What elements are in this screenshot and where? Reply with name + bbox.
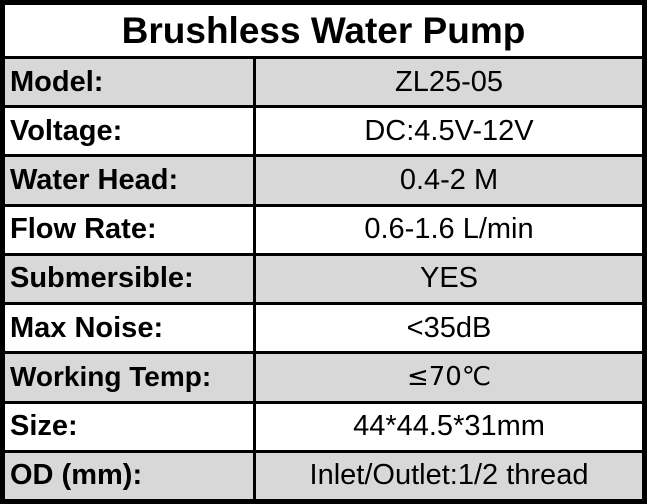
row-value-submersible: YES	[256, 255, 642, 303]
row-label-od: OD (mm):	[5, 452, 253, 499]
table-title: Brushless Water Pump	[5, 5, 642, 56]
row-value-working-temp: ≤70℃	[256, 354, 642, 401]
row-value-od: Inlet/Outlet:1/2 thread	[256, 452, 642, 499]
row-value-voltage: DC:4.5V-12V	[256, 108, 642, 155]
row-value-water-head: 0.4-2 M	[256, 157, 642, 204]
row-value-max-noise: <35dB	[256, 305, 642, 352]
row-label-water-head: Water Head:	[5, 157, 253, 204]
row-value-model: ZL25-05	[256, 59, 642, 106]
row-value-flow-rate: 0.6-1.6 L/min	[256, 206, 642, 253]
row-label-voltage: Voltage:	[5, 108, 253, 155]
row-label-model: Model:	[5, 59, 253, 106]
row-label-submersible: Submersible:	[5, 255, 253, 303]
row-value-size: 44*44.5*31mm	[256, 403, 642, 450]
row-label-size: Size:	[5, 403, 253, 450]
row-label-working-temp: Working Temp:	[5, 354, 253, 401]
row-label-flow-rate: Flow Rate:	[5, 206, 253, 253]
row-label-max-noise: Max Noise:	[5, 305, 253, 352]
